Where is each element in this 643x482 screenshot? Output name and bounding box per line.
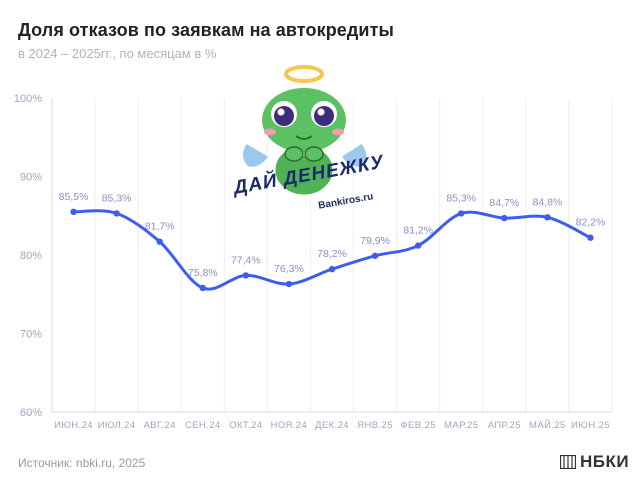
y-tick-label: 90% <box>20 172 42 184</box>
data-points <box>70 208 594 292</box>
data-label: 85,5% <box>59 191 89 203</box>
data-point <box>458 210 465 217</box>
data-label: 77,4% <box>231 254 261 266</box>
source-note: Источник: nbki.ru, 2025 <box>18 456 146 470</box>
data-label: 85,3% <box>446 192 476 204</box>
x-tick-label: ФЕВ.25 <box>400 420 436 431</box>
x-tick-label: МАЙ.25 <box>529 419 566 431</box>
x-tick-label: ДЕК.24 <box>315 420 349 431</box>
data-point <box>199 284 206 292</box>
data-label: 85,3% <box>102 192 132 204</box>
x-tick-label: ИЮН.25 <box>571 420 610 431</box>
y-tick-label: 60% <box>20 407 42 419</box>
x-tick-label: СЕН.24 <box>185 420 221 431</box>
data-label: 75,8% <box>188 267 218 279</box>
x-tick-label: АВГ.24 <box>144 420 176 431</box>
data-label: 81,2% <box>403 225 433 237</box>
data-label: 78,2% <box>317 248 347 260</box>
data-point <box>242 272 250 279</box>
data-point <box>587 234 594 241</box>
x-tick-label: ИЮЛ.24 <box>98 420 136 431</box>
data-point <box>285 280 293 288</box>
y-tick-label: 80% <box>20 250 42 262</box>
data-label: 81,7% <box>145 221 175 233</box>
data-point <box>156 238 163 245</box>
x-tick-label: ИЮН.24 <box>54 420 93 431</box>
y-tick-label: 100% <box>14 93 42 105</box>
x-axis-ticks: ИЮН.24 ИЮЛ.24 АВГ.24 СЕН.24 ОКТ.24 НОЯ.24 ДЕК.… <box>54 419 610 431</box>
data-label: 82,2% <box>576 217 606 229</box>
frog-angel-icon <box>240 65 370 198</box>
chart-subtitle: в 2024 – 2025гг., по месяцам в % <box>18 46 217 61</box>
data-label: 84,7% <box>489 197 519 209</box>
y-axis-ticks: 60% 70% 80% 90% 100% <box>14 93 42 419</box>
data-label: 84,8% <box>532 196 562 208</box>
x-tick-label: НОЯ.24 <box>271 420 308 431</box>
y-tick-label: 70% <box>20 329 42 341</box>
data-point <box>328 265 336 273</box>
brand-logo: НБКИ <box>560 452 629 472</box>
brand-name: НБКИ <box>580 452 630 471</box>
x-tick-label: ЯНВ.25 <box>357 420 393 431</box>
book-icon <box>560 455 576 469</box>
grid-layer <box>51 98 613 413</box>
data-label: 76,3% <box>274 263 304 275</box>
data-label: 79,9% <box>360 235 390 247</box>
data-point <box>113 210 120 217</box>
data-labels: 85,5% 85,3% 81,7% 75,8% 77,4% 76,3% 78,2% 79,9%… <box>59 191 606 279</box>
x-tick-label: ОКТ.24 <box>229 420 262 431</box>
x-tick-label: МАР.25 <box>444 420 478 431</box>
x-tick-label: АПР.25 <box>488 420 521 431</box>
data-point <box>371 252 379 259</box>
data-point <box>70 208 77 216</box>
data-point <box>501 214 508 222</box>
chart-title: Доля отказов по заявкам на автокредиты <box>18 20 394 40</box>
data-point <box>544 214 551 221</box>
data-point <box>414 242 422 249</box>
